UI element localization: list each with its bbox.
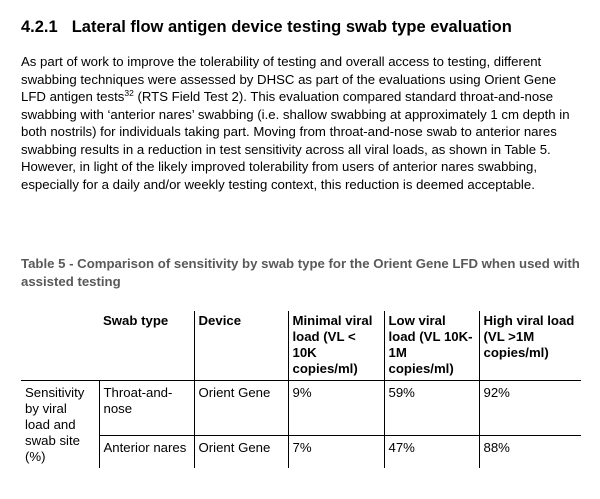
table-header-row: Swab type Device Minimal viral load (VL … [21,311,581,381]
cell-high: 92% [478,380,581,437]
table-row: Sensitivity by viral load and swab site … [21,380,581,464]
cell-minimal: 7% [287,435,384,468]
cell-swab-type: Throat-and-nose [98,380,194,437]
header-cell-device: Device [193,311,288,381]
table-row: Anterior nares Orient Gene 7% 47% 88% [21,435,581,468]
header-cell-swab-type: Swab type [99,311,194,381]
sensitivity-table: Swab type Device Minimal viral load (VL … [21,311,581,468]
cell-swab-type: Anterior nares [98,435,194,468]
header-cell-minimal-viral-load: Minimal viral load (VL < 10K copies/ml) [287,311,384,381]
paragraph-text-start: As part of work to improve the tolerabil… [21,54,557,104]
header-cell-high-viral-load: High viral load (VL >1M copies/ml) [478,311,581,381]
cell-device: Orient Gene [193,380,288,437]
cell-low: 59% [383,380,479,437]
cell-device: Orient Gene [193,435,288,468]
cell-low: 47% [383,435,479,468]
section-title: Lateral flow antigen device testing swab… [71,18,512,36]
header-cell-low-viral-load: Low viral load (VL 10K-1M copies/ml) [383,311,479,381]
body-paragraph: As part of work to improve the tolerabil… [21,53,583,193]
row-header-sensitivity: Sensitivity by viral load and swab site … [25,385,85,464]
paragraph-text-end: (RTS Field Test 2). This evaluation comp… [21,89,570,192]
section-number: 4.2.1 [21,18,58,36]
footnote-reference[interactable]: 32 [124,88,134,98]
cell-minimal: 9% [287,380,384,437]
section-heading: 4.2.1 Lateral flow antigen device testing… [21,18,512,37]
table-caption: Table 5 - Comparison of sensitivity by s… [21,256,580,289]
cell-high: 88% [478,435,581,468]
header-cell-blank [21,311,99,381]
